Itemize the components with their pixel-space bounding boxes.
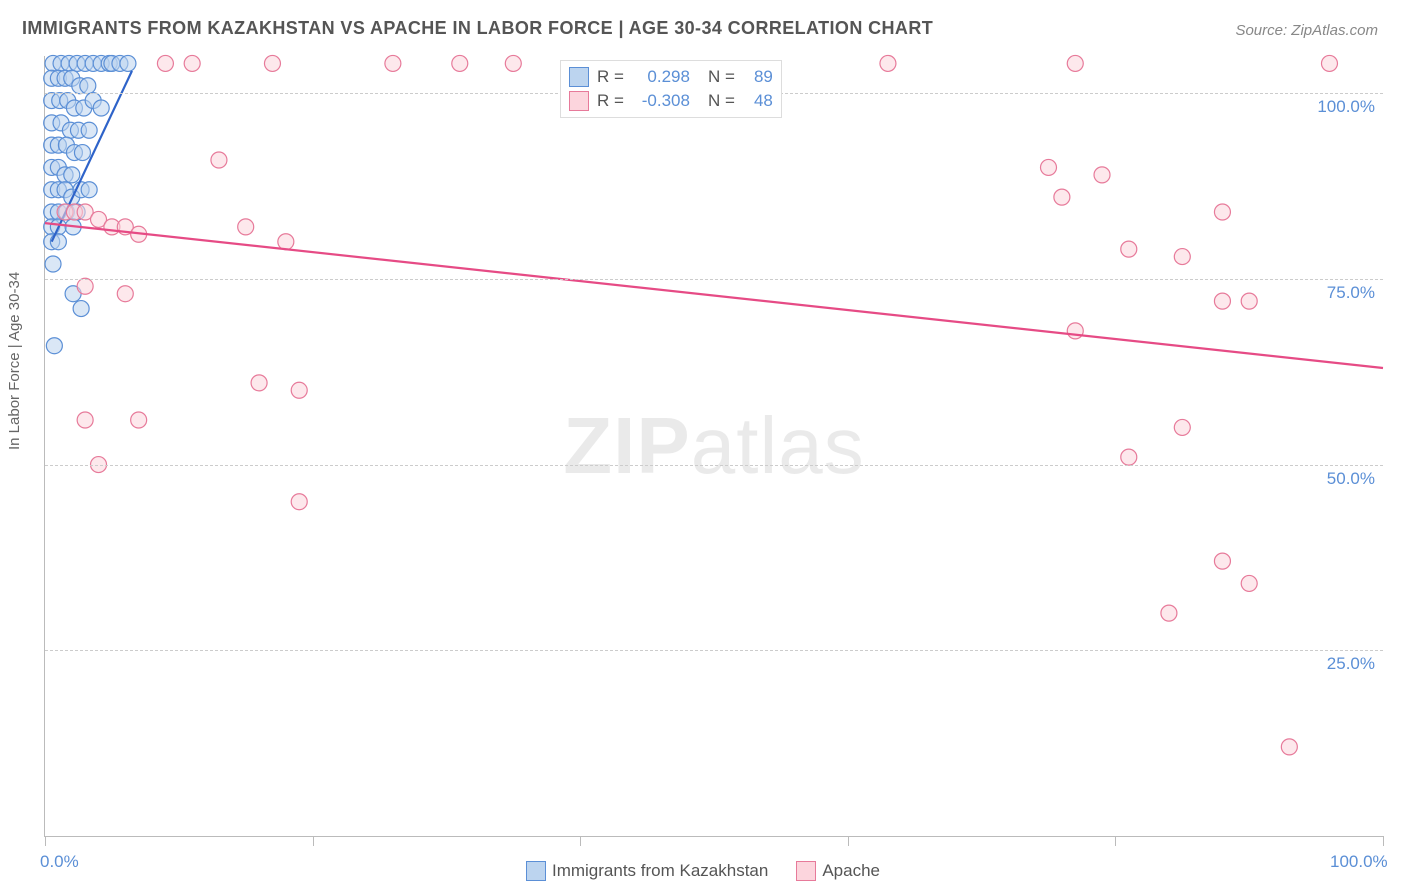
- legend-item: Immigrants from Kazakhstan: [526, 861, 768, 881]
- legend-row: R = 0.298 N = 89: [569, 65, 773, 89]
- data-point: [291, 494, 307, 510]
- chart-title: IMMIGRANTS FROM KAZAKHSTAN VS APACHE IN …: [22, 18, 933, 39]
- data-point: [1321, 55, 1337, 71]
- series-legend: Immigrants from Kazakhstan Apache: [0, 861, 1406, 886]
- data-point: [64, 167, 80, 183]
- trend-line: [45, 223, 1383, 368]
- gridline: [45, 650, 1383, 651]
- data-point: [1121, 241, 1137, 257]
- legend-n-label: N =: [708, 91, 735, 111]
- legend-r-label: R =: [597, 67, 624, 87]
- data-point: [1174, 249, 1190, 265]
- data-point: [93, 100, 109, 116]
- x-tick: [848, 836, 849, 846]
- data-point: [131, 412, 147, 428]
- data-point: [291, 382, 307, 398]
- chart-container: IMMIGRANTS FROM KAZAKHSTAN VS APACHE IN …: [0, 0, 1406, 892]
- data-point: [1041, 159, 1057, 175]
- data-point: [45, 256, 61, 272]
- data-point: [73, 301, 89, 317]
- data-point: [1067, 323, 1083, 339]
- source-attribution: Source: ZipAtlas.com: [1235, 22, 1378, 39]
- x-tick-label: 100.0%: [1330, 852, 1388, 872]
- data-point: [81, 182, 97, 198]
- data-point: [120, 55, 136, 71]
- data-point: [117, 286, 133, 302]
- legend-row: R = -0.308 N = 48: [569, 89, 773, 113]
- data-point: [278, 234, 294, 250]
- data-point: [385, 55, 401, 71]
- correlation-legend: R = 0.298 N = 89 R = -0.308 N = 48: [560, 60, 782, 118]
- legend-item: Apache: [796, 861, 880, 881]
- data-point: [77, 278, 93, 294]
- data-point: [1121, 449, 1137, 465]
- data-point: [157, 55, 173, 71]
- scatter-svg: [45, 56, 1383, 836]
- y-tick-label: 25.0%: [1327, 654, 1375, 674]
- plot-area: ZIPatlas 25.0%50.0%75.0%100.0%: [44, 56, 1383, 837]
- data-point: [1067, 55, 1083, 71]
- data-point: [1214, 553, 1230, 569]
- data-point: [1161, 605, 1177, 621]
- x-tick: [580, 836, 581, 846]
- data-point: [1241, 575, 1257, 591]
- data-point: [74, 145, 90, 161]
- y-tick-label: 100.0%: [1317, 97, 1375, 117]
- legend-swatch: [569, 91, 589, 111]
- legend-n-value: 48: [743, 91, 773, 111]
- legend-n-value: 89: [743, 67, 773, 87]
- data-point: [264, 55, 280, 71]
- legend-r-value: 0.298: [632, 67, 690, 87]
- legend-n-label: N =: [708, 67, 735, 87]
- data-point: [880, 55, 896, 71]
- gridline: [45, 465, 1383, 466]
- data-point: [1214, 204, 1230, 220]
- data-point: [1094, 167, 1110, 183]
- data-point: [77, 412, 93, 428]
- legend-swatch: [796, 861, 816, 881]
- data-point: [46, 338, 62, 354]
- legend-swatch: [526, 861, 546, 881]
- y-tick-label: 75.0%: [1327, 283, 1375, 303]
- data-point: [1214, 293, 1230, 309]
- x-tick: [1115, 836, 1116, 846]
- y-axis-label: In Labor Force | Age 30-34: [6, 272, 23, 450]
- data-point: [80, 78, 96, 94]
- data-point: [1054, 189, 1070, 205]
- x-tick: [313, 836, 314, 846]
- data-point: [81, 122, 97, 138]
- data-point: [505, 55, 521, 71]
- legend-r-label: R =: [597, 91, 624, 111]
- legend-series-label: Apache: [822, 861, 880, 881]
- data-point: [1174, 419, 1190, 435]
- y-tick-label: 50.0%: [1327, 469, 1375, 489]
- data-point: [251, 375, 267, 391]
- data-point: [211, 152, 227, 168]
- x-tick-label: 0.0%: [40, 852, 79, 872]
- data-point: [184, 55, 200, 71]
- legend-series-label: Immigrants from Kazakhstan: [552, 861, 768, 881]
- legend-r-value: -0.308: [632, 91, 690, 111]
- data-point: [1281, 739, 1297, 755]
- gridline: [45, 279, 1383, 280]
- legend-swatch: [569, 67, 589, 87]
- data-point: [238, 219, 254, 235]
- data-point: [452, 55, 468, 71]
- x-tick: [45, 836, 46, 846]
- x-tick: [1383, 836, 1384, 846]
- data-point: [1241, 293, 1257, 309]
